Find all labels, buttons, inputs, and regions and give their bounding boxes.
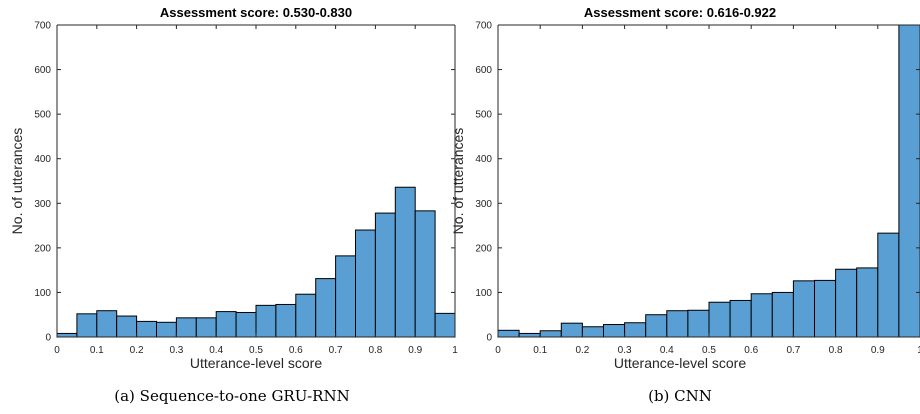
histogram-bar: [687, 309, 710, 338]
histogram-bar: [414, 210, 436, 338]
x-tick-label: 0.1: [533, 345, 547, 356]
histogram-bar: [560, 322, 583, 338]
x-tick-label: 0.5: [702, 345, 716, 356]
histogram-bar: [898, 24, 920, 338]
histogram-bar: [215, 311, 237, 338]
histogram-bar: [175, 317, 197, 338]
y-tick-label: 500: [34, 110, 51, 121]
y-tick-label: 400: [475, 154, 492, 165]
x-tick-label: 0.4: [660, 345, 674, 356]
histogram-bars: [497, 24, 920, 338]
histogram-bar: [56, 332, 78, 338]
y-tick-label: 500: [475, 110, 492, 121]
chart-title: Assessment score: 0.616-0.922: [584, 5, 776, 20]
y-tick-label: 700: [475, 21, 492, 32]
histogram-bar: [295, 293, 317, 338]
chart-panel-a: 0 0.1 0.2 0.3 0.4 0.5 0.6 0.7 0.8 0.9 1 0 100 200 300 4…: [9, 5, 458, 405]
histogram-bar: [581, 326, 605, 338]
x-tick-label: 0.9: [871, 345, 885, 356]
histogram-bar: [771, 291, 794, 338]
x-tick-label: 0.5: [249, 345, 263, 356]
y-axis-label: No. of utterances: [450, 128, 466, 235]
histogram-bar: [335, 255, 357, 338]
histogram-bar: [856, 267, 879, 338]
x-tick-label: 0.8: [368, 345, 382, 356]
x-tick-label: 1: [917, 345, 920, 356]
figure-caption: (b) CNN: [648, 387, 712, 405]
y-tick-label: 0: [486, 333, 492, 344]
y-tick-label: 600: [34, 65, 51, 76]
histogram-bars: [56, 186, 456, 338]
histogram-bar: [355, 229, 376, 338]
histogram-bar: [750, 293, 773, 338]
x-tick-label: 0.7: [329, 345, 343, 356]
x-tick-label: 0.6: [744, 345, 758, 356]
y-tick-label: 100: [475, 288, 492, 299]
histogram-bar: [624, 322, 647, 338]
x-tick-label: 0.4: [209, 345, 223, 356]
histogram-bar: [116, 315, 138, 338]
histogram-bar: [835, 268, 858, 338]
x-axis-label: Utterance-level score: [190, 355, 322, 371]
x-tick-label: 0.2: [575, 345, 589, 356]
y-axis-label: No. of utterances: [9, 128, 25, 235]
histogram-bar: [434, 312, 456, 338]
histogram-bar: [603, 324, 626, 338]
y-tick-label: 200: [475, 243, 492, 254]
y-tick-label: 0: [45, 333, 51, 344]
histogram-bar: [156, 321, 177, 338]
histogram-bar: [394, 186, 416, 338]
histogram-bar: [666, 310, 689, 338]
y-tick-label: 300: [34, 199, 51, 210]
histogram-bar: [195, 317, 217, 338]
x-tick-label: 0: [54, 345, 60, 356]
histogram-bar: [315, 278, 337, 338]
chart-panel-b: 0 0.1 0.2 0.3 0.4 0.5 0.6 0.7 0.8 0.9 1 0 100 200 300 4…: [450, 5, 920, 405]
histogram-bar: [814, 279, 837, 338]
histogram-bar: [518, 332, 541, 338]
y-tick-label: 100: [34, 288, 51, 299]
figure-caption: (a) Sequence-to-one GRU-RNN: [114, 387, 349, 405]
histogram-bar: [76, 313, 98, 338]
histogram-bar: [255, 304, 277, 338]
x-tick-label: 0.7: [786, 345, 800, 356]
y-tick-label: 400: [34, 154, 51, 165]
histogram-bar: [235, 311, 257, 338]
histogram-bar: [792, 280, 816, 338]
histogram-bar: [275, 303, 297, 338]
x-tick-label: 0.6: [289, 345, 303, 356]
y-tick-label: 300: [475, 199, 492, 210]
histogram-bar: [374, 212, 396, 338]
histogram-bar: [497, 329, 520, 338]
y-tick-label: 700: [34, 21, 51, 32]
x-tick-label: 0.8: [829, 345, 843, 356]
chart-title: Assessment score: 0.530-0.830: [160, 5, 352, 20]
histogram-bar: [645, 314, 668, 338]
histogram-bar: [136, 320, 158, 338]
x-tick-label: 0.2: [130, 345, 144, 356]
x-tick-label: 0.3: [618, 345, 632, 356]
x-tick-label: 0.9: [408, 345, 422, 356]
histogram-bar: [729, 299, 752, 338]
x-tick-label: 0.3: [169, 345, 183, 356]
x-tick-label: 0: [495, 345, 501, 356]
histogram-bar: [708, 301, 731, 338]
histogram-bar: [877, 232, 900, 338]
x-axis-label: Utterance-level score: [614, 355, 746, 371]
x-tick-label: 1: [452, 345, 458, 356]
y-tick-label: 600: [475, 65, 492, 76]
x-tick-label: 0.1: [90, 345, 104, 356]
histogram-bar: [539, 330, 562, 338]
histogram-bar: [96, 310, 118, 338]
y-tick-label: 200: [34, 243, 51, 254]
